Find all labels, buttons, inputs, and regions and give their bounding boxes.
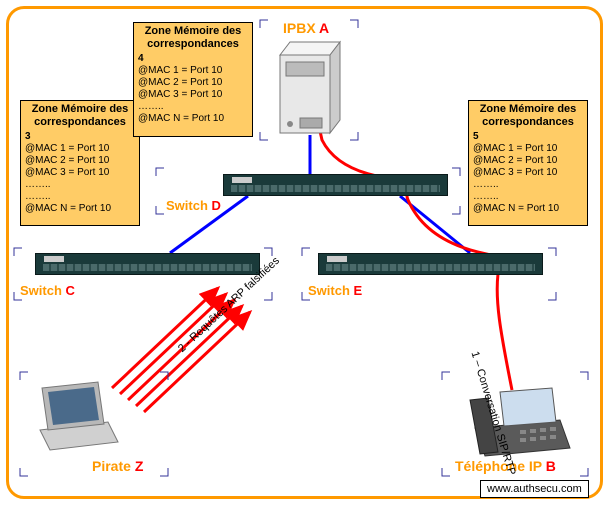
memory-box-line: @MAC 3 = Port 10 <box>25 167 135 179</box>
memory-box-title: Zone Mémoire des correspondances <box>25 103 135 129</box>
switch-d <box>223 174 448 196</box>
label-text: Pirate <box>92 458 135 474</box>
memory-box-line: @MAC 2 = Port 10 <box>25 155 135 167</box>
label-letter: Z <box>135 458 144 474</box>
memory-box-line: @MAC 1 = Port 10 <box>25 143 135 155</box>
memory-box-num: 3 <box>25 131 135 143</box>
memory-box-line: @MAC 1 = Port 10 <box>473 143 583 155</box>
memory-box-4: Zone Mémoire des correspondances 4 @MAC … <box>133 22 253 137</box>
memory-box-title: Zone Mémoire des correspondances <box>138 25 248 51</box>
memory-box-title: Zone Mémoire des correspondances <box>473 103 583 129</box>
label-switch-c: Switch C <box>20 283 75 298</box>
memory-box-num: 5 <box>473 131 583 143</box>
memory-box-5: Zone Mémoire des correspondances 5 @MAC … <box>468 100 588 226</box>
memory-box-line: …….. <box>25 179 135 191</box>
memory-box-line: @MAC 3 = Port 10 <box>138 89 248 101</box>
memory-box-line: …….. <box>473 191 583 203</box>
memory-box-line: @MAC 2 = Port 10 <box>138 77 248 89</box>
memory-box-line: …….. <box>25 191 135 203</box>
memory-box-line: …….. <box>473 179 583 191</box>
label-letter: A <box>319 20 329 36</box>
memory-box-line: @MAC N = Port 10 <box>473 203 583 215</box>
switch-e <box>318 253 543 275</box>
label-text: Switch <box>166 198 212 213</box>
memory-box-line: @MAC 1 = Port 10 <box>138 65 248 77</box>
memory-box-line: @MAC N = Port 10 <box>25 203 135 215</box>
memory-box-line: @MAC N = Port 10 <box>138 113 248 125</box>
label-letter: D <box>212 198 221 213</box>
memory-box-num: 4 <box>138 53 248 65</box>
label-text: Switch <box>308 283 354 298</box>
label-pirate: Pirate Z <box>92 458 143 474</box>
label-switch-e: Switch E <box>308 283 362 298</box>
memory-box-line: …….. <box>138 101 248 113</box>
label-text: Switch <box>20 283 66 298</box>
memory-box-line: @MAC 3 = Port 10 <box>473 167 583 179</box>
label-ipbx: IPBX A <box>283 20 329 36</box>
memory-box-3: Zone Mémoire des correspondances 3 @MAC … <box>20 100 140 226</box>
label-letter: C <box>66 283 75 298</box>
label-switch-d: Switch D <box>166 198 221 213</box>
label-text: IPBX <box>283 20 319 36</box>
memory-box-line: @MAC 2 = Port 10 <box>473 155 583 167</box>
switch-c <box>35 253 260 275</box>
label-letter: B <box>546 458 556 474</box>
url-box: www.authsecu.com <box>480 480 589 498</box>
label-letter: E <box>354 283 363 298</box>
